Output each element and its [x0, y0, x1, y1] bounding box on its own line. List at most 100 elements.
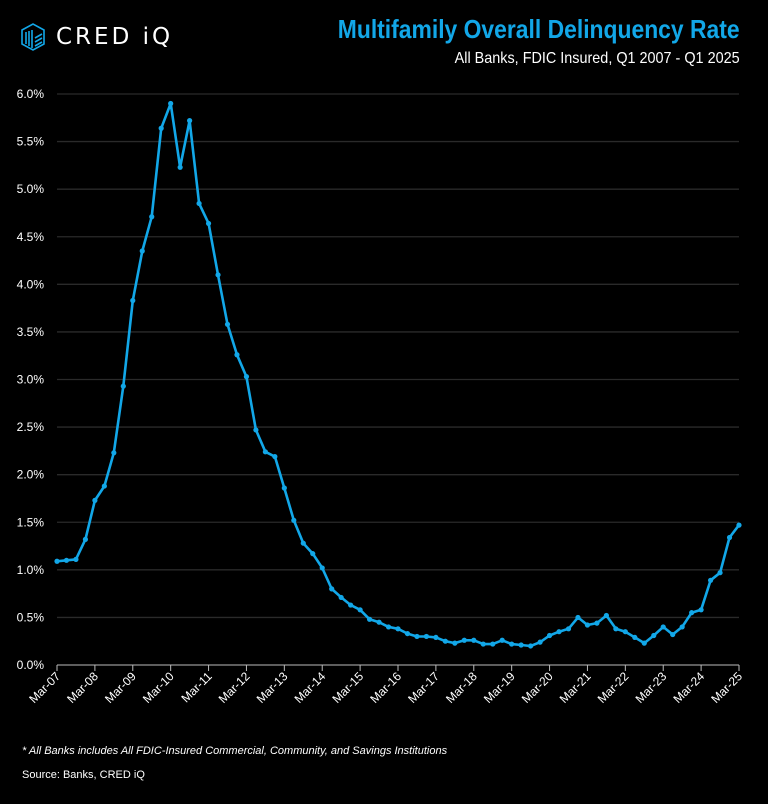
x-tick-label: Mar-10: [140, 669, 177, 706]
logo-mark-icon: [21, 23, 45, 51]
data-point: [338, 594, 344, 601]
x-tick-label: Mar-08: [64, 669, 101, 706]
x-tick-label: Mar-18: [443, 669, 480, 706]
data-point: [679, 624, 685, 630]
x-tick-label: Mar-13: [254, 669, 291, 706]
data-point: [215, 272, 221, 278]
data-point: [736, 522, 742, 528]
data-point: [54, 558, 60, 564]
y-tick-label: 5.5%: [17, 135, 45, 149]
x-tick-label: Mar-16: [367, 669, 404, 706]
data-point: [196, 200, 202, 207]
x-tick-label: Mar-07: [26, 669, 63, 706]
data-point: [357, 607, 363, 613]
data-point: [461, 637, 467, 643]
y-tick-label: 3.0%: [17, 373, 45, 387]
data-point: [319, 565, 325, 571]
y-tick-label: 4.0%: [17, 277, 45, 291]
data-point: [300, 540, 306, 546]
data-point: [594, 620, 600, 626]
data-point: [717, 570, 723, 576]
data-point: [177, 164, 183, 170]
y-tick-label: 3.5%: [17, 325, 45, 339]
data-point: [187, 118, 193, 124]
data-point: [348, 602, 354, 608]
x-tick-label: Mar-17: [405, 669, 442, 706]
data-point: [499, 637, 505, 643]
data-point: [452, 640, 458, 646]
y-tick-label: 0.0%: [17, 658, 45, 672]
data-point: [528, 643, 534, 649]
data-point: [366, 616, 373, 622]
y-tick-label: 2.5%: [17, 420, 45, 434]
x-axis-ticks: Mar-07 Mar-08 Mar-09 Mar-10 Mar-11 Mar-12 Mar-…: [26, 665, 745, 706]
data-point: [641, 640, 647, 646]
data-point: [281, 485, 287, 491]
x-tick-label: Mar-19: [481, 669, 518, 706]
data-point: [575, 614, 581, 621]
data-point: [546, 632, 553, 639]
x-tick-label: Mar-23: [633, 669, 670, 706]
data-point: [660, 624, 666, 630]
data-point: [234, 352, 240, 358]
data-point: [433, 634, 439, 641]
x-tick-label: Mar-25: [708, 669, 745, 706]
data-point: [253, 427, 259, 433]
data-point: [149, 214, 155, 220]
logo-text: CRED iQ: [56, 24, 174, 50]
data-point: [689, 610, 695, 616]
data-point: [698, 607, 704, 613]
data-point: [101, 483, 107, 489]
x-tick-label: Mar-20: [519, 669, 556, 706]
data-point: [556, 629, 562, 635]
data-point: [480, 641, 486, 647]
data-point: [414, 633, 420, 640]
data-point: [329, 586, 335, 592]
x-tick-label: Mar-22: [595, 669, 632, 706]
y-tick-label: 5.0%: [17, 182, 45, 196]
data-point: [442, 638, 448, 644]
data-point: [272, 453, 278, 460]
data-point: [120, 383, 126, 389]
data-point: [130, 297, 136, 304]
y-tick-label: 4.5%: [17, 230, 45, 244]
data-point: [471, 637, 477, 643]
data-point: [565, 626, 572, 632]
data-point: [82, 536, 89, 542]
data-point: [613, 626, 619, 632]
data-point: [63, 557, 70, 563]
data-point: [205, 220, 212, 227]
y-tick-label: 6.0%: [17, 87, 45, 101]
data-point: [490, 641, 496, 647]
data-point: [537, 639, 543, 645]
data-point: [622, 629, 628, 635]
data-point: [92, 497, 98, 503]
data-point: [224, 321, 231, 327]
y-tick-label: 2.0%: [17, 468, 45, 482]
x-tick-label: Mar-09: [102, 669, 139, 706]
data-point: [423, 633, 430, 640]
data-point: [404, 630, 411, 637]
data-point: [632, 634, 638, 641]
data-point: [726, 534, 733, 541]
gridlines: [57, 93, 739, 666]
series-line: [56, 102, 741, 648]
x-tick-label: Mar-24: [670, 669, 707, 706]
data-point: [291, 517, 297, 523]
data-point: [395, 626, 401, 632]
y-tick-label: 0.5%: [17, 610, 45, 624]
data-point: [111, 450, 117, 456]
data-point: [509, 641, 515, 647]
data-point: [385, 624, 392, 630]
data-point: [376, 619, 382, 625]
chart-title: Multifamily Overall Delinquency Rate: [338, 14, 740, 44]
data-point: [584, 622, 591, 628]
data-point: [139, 248, 145, 254]
x-tick-label: Mar-14: [292, 669, 329, 706]
y-tick-label: 1.0%: [17, 563, 45, 577]
data-point: [518, 642, 524, 648]
footnote: * All Banks includes All FDIC-Insured Co…: [22, 745, 448, 757]
x-tick-label: Mar-15: [329, 669, 366, 706]
data-point: [168, 100, 174, 107]
